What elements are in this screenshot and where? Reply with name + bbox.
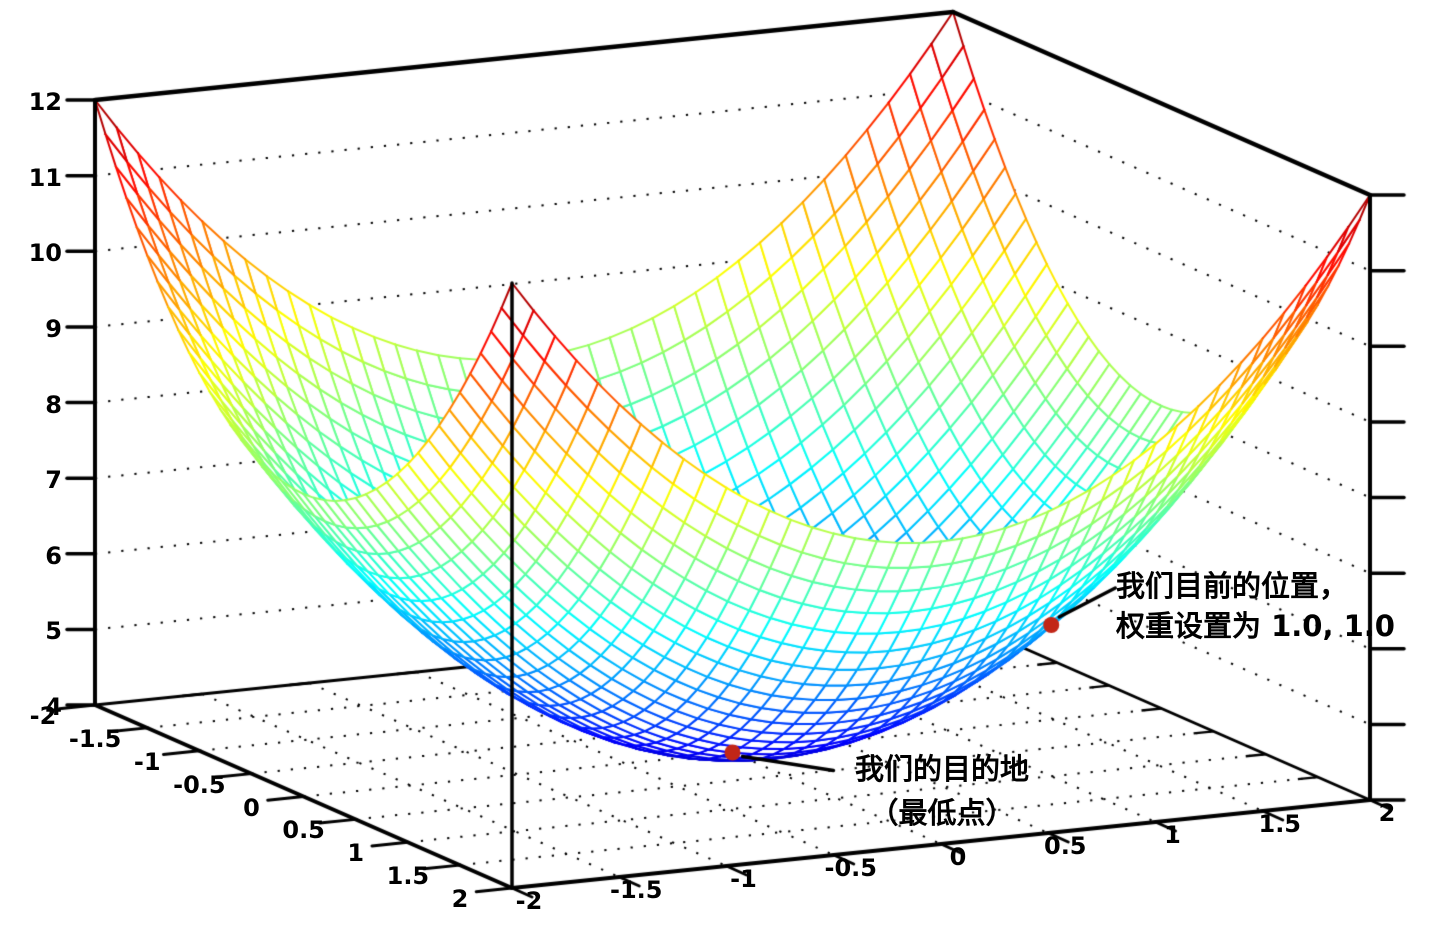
annotation-destination-line1: 我们的目的地	[854, 752, 1029, 786]
annotation-destination: 我们的目的地 （最低点）	[836, 747, 1048, 835]
annotation-destination-line2: （最低点）	[869, 796, 1015, 830]
annotation-current-line1: 我们目前的位置，	[1116, 569, 1349, 603]
annotation-current-line2: 权重设置为 1.0, 1.0	[1116, 609, 1395, 643]
annotation-current-position: 我们目前的位置， 权重设置为 1.0, 1.0	[1116, 566, 1395, 646]
